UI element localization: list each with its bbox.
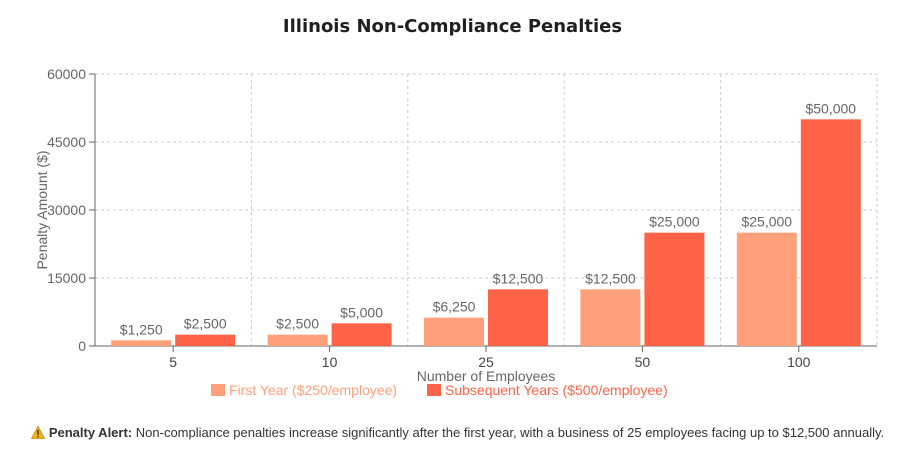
- chart-title: Illinois Non-Compliance Penalties: [282, 16, 623, 37]
- data-label: $25,000: [649, 214, 700, 230]
- warning-icon: [30, 425, 45, 444]
- legend-swatch: [427, 384, 441, 396]
- y-tick-label: 30000: [47, 202, 86, 218]
- bar-subsequent-years: [800, 119, 861, 346]
- legend-swatch: [211, 384, 225, 396]
- bar-first-year: [111, 340, 172, 346]
- data-label: $2,500: [276, 316, 319, 332]
- data-label: $12,500: [585, 270, 636, 286]
- bar-subsequent-years: [331, 323, 392, 346]
- bar-subsequent-years: [488, 289, 548, 346]
- bar-first-year: [736, 232, 797, 346]
- y-tick-label: 45000: [47, 134, 86, 150]
- bar-subsequent-years: [644, 232, 705, 346]
- x-tick-label: 50: [635, 354, 651, 370]
- bar-first-year: [580, 289, 641, 346]
- data-label: $25,000: [741, 214, 792, 230]
- alert-text: Non-compliance penalties increase signif…: [135, 425, 885, 440]
- data-label: $50,000: [805, 100, 856, 116]
- x-tick-label: 25: [478, 354, 494, 370]
- bar-first-year: [267, 334, 328, 346]
- y-tick-label: 15000: [47, 270, 86, 286]
- data-label: $6,250: [433, 299, 476, 315]
- data-label: $5,000: [340, 304, 383, 320]
- data-label: $2,500: [184, 316, 227, 332]
- bar-first-year: [424, 317, 484, 346]
- y-axis-title: Penalty Amount ($): [34, 150, 50, 269]
- x-tick-label: 5: [169, 354, 177, 370]
- x-axis-title: Number of Employees: [417, 368, 556, 384]
- bar-subsequent-years: [175, 334, 236, 346]
- y-tick-label: 0: [78, 338, 86, 354]
- x-tick-label: 10: [322, 354, 338, 370]
- legend-label: Subsequent Years ($500/employee): [445, 382, 668, 398]
- y-tick-label: 60000: [47, 66, 86, 82]
- penalty-alert: Penalty Alert: Non-compliance penalties …: [20, 423, 895, 444]
- data-label: $1,250: [120, 321, 163, 337]
- legend-label: First Year ($250/employee): [229, 382, 397, 398]
- alert-label: Penalty Alert:: [48, 425, 133, 440]
- bar-chart: 0 15000 30000 45000 60000 5 $1,250 $2,500 10 $2,5…: [34, 66, 878, 398]
- data-label: $12,500: [493, 270, 544, 286]
- x-tick-label: 100: [787, 354, 811, 370]
